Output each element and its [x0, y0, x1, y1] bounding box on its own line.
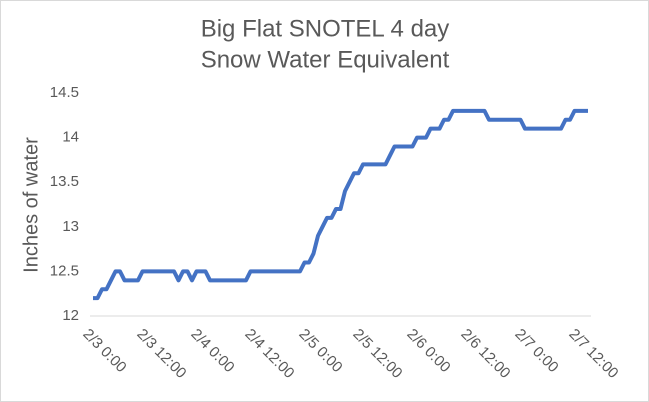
chart-title: Big Flat SNOTEL 4 day [201, 15, 450, 42]
data-line [93, 108, 588, 301]
chart-title: Snow Water Equivalent [201, 46, 450, 73]
y-tick-label: 14.5 [50, 84, 79, 101]
y-tick-label: 14 [62, 129, 79, 146]
y-tick-label: 13.5 [50, 173, 79, 190]
y-tick-label: 13 [62, 218, 79, 235]
y-tick-label: 12.5 [50, 262, 79, 279]
y-tick-label: 12 [62, 307, 79, 324]
y-axis-label: Inches of water [20, 137, 42, 273]
